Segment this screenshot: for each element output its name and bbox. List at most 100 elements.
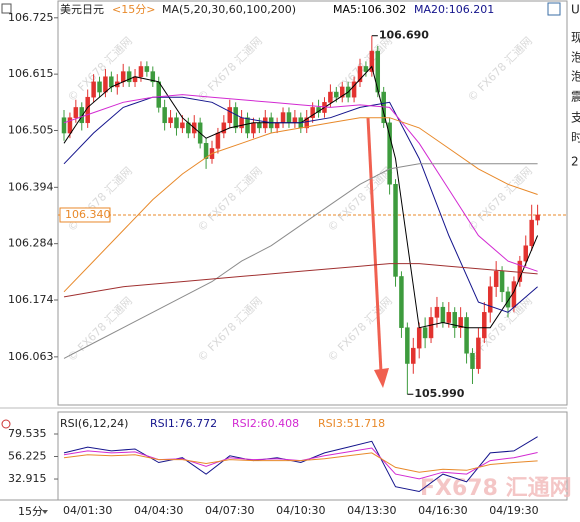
rsi-line — [63, 447, 538, 480]
candle-body — [529, 219, 534, 246]
watermark: © FX678 汇通网 — [195, 34, 265, 104]
rsi-icon — [1, 419, 11, 429]
sidebar-text: 支 — [571, 111, 580, 125]
candle-body — [97, 81, 102, 93]
rsi-title: RSI(6,12,24) — [60, 417, 128, 430]
candle-body — [304, 117, 309, 129]
ma-line — [63, 263, 538, 298]
candle-body — [174, 117, 179, 129]
candle-body — [203, 143, 209, 159]
interval[interactable]: <15分> — [112, 3, 155, 16]
last-price-box — [59, 207, 111, 223]
candle-body — [523, 245, 529, 262]
candle-body — [393, 184, 398, 277]
candle-body — [144, 66, 150, 72]
candle-body — [73, 107, 79, 118]
candle-body — [422, 327, 428, 339]
candle-body — [411, 347, 416, 364]
watermark: © FX678 汇通网 — [465, 164, 535, 234]
watermark: © FX678 汇通网 — [465, 34, 535, 104]
sidebar-text: 震 — [571, 90, 580, 104]
x-tick-label: 04/16:30 — [418, 504, 467, 517]
ma-line — [63, 94, 538, 272]
candle-body — [168, 117, 173, 124]
candle-body — [517, 260, 523, 282]
y-tick-label: 32.915 — [8, 472, 47, 485]
candle-body — [351, 81, 357, 98]
watermark: © FX678 汇通网 — [465, 294, 535, 364]
candle-body — [79, 107, 85, 124]
candle-body — [482, 312, 487, 339]
candle-body — [126, 71, 132, 83]
candle-body — [150, 71, 156, 83]
interval-select[interactable]: 15分 — [18, 505, 43, 518]
x-tick-label: 04/01:30 — [63, 504, 112, 517]
arrow-head — [374, 368, 389, 388]
y-tick-label: 106.174 — [8, 293, 54, 306]
candle-body — [109, 76, 114, 88]
sidebar-text: U — [571, 3, 580, 17]
candle-body — [67, 117, 73, 134]
legend-entry: RSI1:76.772 — [150, 417, 217, 430]
candle-body — [103, 76, 108, 93]
candle-body — [375, 50, 381, 93]
legend-entry: MA20:106.201 — [414, 3, 494, 16]
candle-body — [446, 312, 452, 323]
last-price-label: 106.340 — [65, 208, 111, 221]
watermark: © FX678 汇通网 — [325, 164, 395, 234]
watermark: © FX678 汇通网 — [65, 294, 135, 364]
ma-header: MA(5,20,30,60,100,200) — [162, 3, 296, 16]
candle-body — [476, 337, 481, 369]
settings-icon[interactable] — [547, 2, 561, 16]
candle-body — [387, 122, 392, 185]
arrow-shaft — [366, 117, 383, 373]
candle-body — [91, 81, 96, 98]
y-tick-label: 106.394 — [8, 180, 54, 193]
candle-body — [334, 91, 339, 98]
dropdown-arrow[interactable] — [42, 510, 48, 514]
ma-line — [63, 117, 538, 293]
main-frame — [57, 0, 568, 406]
sidebar-text: 泡 — [571, 70, 580, 84]
candle-body — [328, 91, 333, 103]
candle-body — [156, 81, 161, 108]
candle-body — [416, 327, 422, 349]
sidebar-text: 泡 — [571, 51, 580, 65]
sidebar-text: 现 — [571, 31, 580, 45]
candle-body — [180, 122, 185, 129]
candle-body — [280, 112, 286, 124]
ma-line — [63, 65, 539, 329]
legend-entry: MA5:106.302 — [333, 3, 406, 16]
candle-body — [245, 117, 250, 134]
y-tick-label: 56.225 — [8, 450, 47, 463]
x-tick-label: 04/10:30 — [276, 504, 325, 517]
candle-body — [120, 71, 126, 83]
y-tick-label: 79.535 — [8, 427, 47, 440]
x-tick-label: 04/13:30 — [347, 504, 396, 517]
chart-title: 美元日元 — [60, 3, 104, 16]
candle-body — [452, 312, 457, 328]
candle-body — [487, 286, 493, 313]
candle-body — [227, 107, 233, 124]
ma-line — [63, 163, 538, 359]
rsi-line — [63, 452, 538, 473]
candle-body — [458, 317, 463, 328]
y-tick-label: 106.063 — [8, 350, 54, 363]
legend-entry: RSI3:51.718 — [318, 417, 385, 430]
candle-body — [493, 271, 499, 287]
candle-body — [162, 107, 167, 124]
candle-body — [292, 117, 298, 124]
watermark: © FX678 汇通网 — [325, 294, 395, 364]
candle-body — [221, 122, 227, 134]
candle-body — [274, 122, 280, 129]
legend-entry: RSI2:60.408 — [232, 417, 299, 430]
watermark: © FX678 汇通网 — [195, 294, 265, 364]
candle-body — [339, 86, 345, 98]
candle-body — [233, 107, 238, 129]
annotation: 105.990 — [414, 387, 464, 400]
x-tick-label: 04/19:30 — [489, 504, 538, 517]
annotation: 106.690 — [379, 29, 429, 42]
rsi-line — [63, 436, 538, 493]
